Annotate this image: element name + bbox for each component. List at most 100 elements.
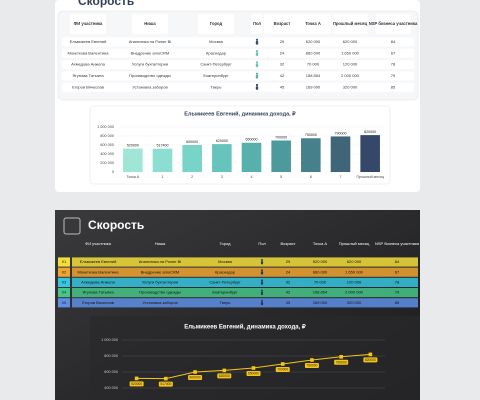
x-tick-label: 2: [191, 175, 193, 179]
table-cell: 620 000: [343, 39, 358, 44]
y-tick-label: 1 000 000: [97, 125, 114, 129]
row-bg: [72, 288, 418, 298]
table-cell: Услуги бухгалтерии: [132, 62, 168, 67]
y-tick-label: 1 000 000: [101, 338, 118, 342]
table-cell: 320 000: [343, 84, 358, 89]
bar: [330, 136, 351, 172]
label-box: [363, 357, 378, 363]
gender-icon: [260, 291, 264, 295]
header-cell: [264, 14, 300, 34]
content: ФИ участника Ниша Город Пол Возраст Точка А Пр…: [58, 14, 420, 390]
table-cell: Ягунова Татьяна: [72, 73, 104, 78]
row-bg: [72, 277, 418, 287]
table-cell: Санкт-Петербург: [200, 62, 232, 67]
table-cell: 120 000: [347, 279, 362, 284]
header-cell: [295, 14, 331, 34]
label-box: [334, 359, 349, 365]
table-cell: 1 650 000: [345, 269, 364, 274]
table-cell: 158 854: [306, 73, 321, 78]
data-label: 750000: [306, 363, 317, 367]
y-tick-label: 400 000: [100, 152, 114, 156]
header-cell: [251, 14, 263, 34]
column-header: Точка А: [305, 21, 321, 26]
table-cell: 79: [391, 73, 396, 78]
table-cell: 32: [286, 279, 291, 284]
data-label: 620000: [219, 374, 230, 378]
table-cell: 169 000: [306, 84, 321, 89]
column-header: ФИ участника: [85, 241, 111, 246]
column-header: Возраст: [274, 21, 291, 26]
table-cell: 42: [280, 73, 285, 78]
gender-icon: [255, 52, 259, 56]
table-cell: Ельмикеев Евгений: [80, 259, 117, 264]
table-cell: Мокеткова Валентина: [78, 269, 120, 274]
table-cell: 24: [286, 269, 291, 274]
data-label: 820000: [365, 358, 376, 362]
row-number: 02: [62, 269, 67, 274]
x-tick-label: Точка А: [126, 175, 139, 179]
bar: [241, 142, 262, 172]
gender-icon: [255, 72, 259, 75]
table-cell: 520 000: [313, 259, 328, 264]
table-cell: Краснодар: [206, 50, 227, 55]
data-label: 750000: [305, 133, 317, 137]
table-cell: 860 000: [306, 50, 321, 55]
header-cell: [198, 14, 234, 34]
table-cell: 24: [280, 50, 285, 55]
row-bg: [62, 60, 414, 70]
header-cell: [70, 14, 106, 34]
column-header: Пол: [258, 241, 266, 246]
label-box: [158, 381, 173, 387]
table-cell: Аналитика на Power Bi: [139, 259, 182, 264]
table-cell: 84: [395, 259, 400, 264]
column-header: ФИ участника: [74, 21, 103, 26]
point: [310, 358, 314, 362]
label-box: [217, 373, 232, 379]
table-cell: 45: [280, 84, 285, 89]
column-header: Точка А: [313, 241, 328, 246]
data-label: 820000: [364, 130, 376, 134]
x-tick-label: 4: [251, 175, 253, 179]
bar: [271, 140, 291, 172]
column-header: Пол: [253, 21, 261, 26]
point: [251, 366, 256, 370]
point: [134, 376, 139, 381]
data-label: 650000: [246, 138, 258, 142]
top-title: Скорость: [78, 0, 134, 8]
column-header: Город: [220, 241, 231, 246]
data-label: 517400: [160, 382, 171, 386]
table-cell: Производство одежды: [129, 73, 171, 78]
table-cell: 29: [280, 39, 285, 44]
table-cell: Установка заборов: [132, 84, 167, 89]
bar: [360, 135, 380, 172]
data-label: 600000: [190, 375, 201, 379]
bottom-title: Скорость: [88, 218, 144, 232]
table-cell: Егоров Вячеслав: [72, 84, 104, 89]
table-cell: Москва: [209, 39, 223, 44]
table-cell: 120 000: [343, 62, 358, 67]
table-cell: Тверь: [211, 84, 222, 89]
row-bg: [72, 267, 418, 277]
bar: [182, 145, 202, 172]
label-box: [246, 371, 261, 376]
gender-icon: [260, 271, 264, 275]
table-cell: 1 650 000: [341, 50, 360, 55]
table-cell: 70 000: [314, 279, 327, 284]
label-box: [188, 375, 203, 380]
bar: [301, 138, 321, 172]
table-cell: 32: [280, 62, 285, 67]
table-cell: Ягунова Татьяна: [82, 290, 114, 295]
row-number: 03: [62, 279, 67, 284]
chart-title: Ельмикеев Евгений, динамика дохода, ₽: [184, 324, 306, 331]
table-cell: Екатеринбург: [212, 290, 238, 295]
gender-icon: [260, 261, 264, 265]
y-tick-label: 800 000: [104, 354, 118, 358]
column-header: Ниша: [144, 21, 156, 26]
table-cell: Ахмедова Анжела: [71, 62, 106, 67]
point: [339, 355, 343, 359]
table-cell: Внедрение amoCRM: [141, 269, 179, 274]
table-cell: 169 000: [313, 300, 328, 305]
table-cell: 29: [286, 259, 291, 264]
row-number-box: [58, 257, 70, 267]
